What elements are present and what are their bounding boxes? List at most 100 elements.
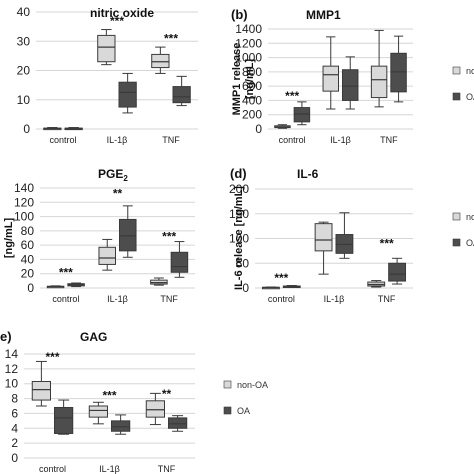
legend-swatch-non-oa [452,66,461,75]
y-tick-label: 12 [5,362,19,376]
significance-stars: *** [59,265,73,279]
y-tick-label: 140 [14,181,34,195]
legend-swatch-non-oa [223,380,232,389]
y-tick-label: 60 [21,238,35,252]
box-oa [118,81,137,108]
y-tick-label: 0 [27,281,34,295]
significance-stars: *** [102,389,116,403]
y-axis-title-line: [ng/mL] [3,218,15,259]
chart-title-text: PGE [98,167,123,181]
significance-stars: *** [164,31,178,45]
y-tick-label: 1200 [235,36,262,50]
y-tick-label: 10 [5,377,19,391]
panel-label: (b) [231,7,248,22]
x-tick-label: TNF [158,464,176,474]
legend-swatch-oa [452,92,461,101]
chart-title-text: IL-6 [297,167,319,181]
x-tick-label: control [49,135,76,145]
legend-label-non-oa: non-OA [466,66,474,76]
x-tick-label: IL-1β [107,135,128,145]
chart-title-text: GAG [80,330,107,344]
legend-swatch-non-oa [452,212,461,221]
chart-title-text: nitric oxide [90,6,154,20]
x-tick-label: TNF [162,135,180,145]
box-non-oa [145,400,165,418]
chart-title: GAG [80,330,107,344]
y-tick-label: 400 [242,93,262,107]
y-tick-label: 1400 [235,22,262,36]
y-tick-label: 200 [229,182,249,196]
y-tick-label: 0 [255,122,262,136]
significance-stars: *** [110,14,124,28]
x-tick-label: control [279,135,306,145]
x-tick-label: IL-1β [330,135,351,145]
y-axis-title: [ng/mL] [3,218,15,259]
y-tick-label: 100 [14,210,34,224]
y-axis-title-line: IL-6 release [ng/mL] [233,186,245,290]
y-tick-label: 2 [11,436,18,450]
box-oa [111,420,131,432]
legend-swatch-oa [452,238,461,247]
significance-stars: *** [380,236,394,250]
chart-title: nitric oxide [90,6,154,20]
chart-title: PGE2 [98,167,128,183]
box-non-oa [314,223,333,252]
y-tick-label: 8 [11,392,18,406]
y-tick-label: 200 [242,108,262,122]
y-axis-title-line: MMP1 release [231,43,243,116]
box-oa [388,262,407,282]
box-oa [119,218,137,252]
legend-label-oa: OA [466,238,474,248]
x-tick-label: TNF [160,294,178,304]
y-tick-label: 14 [5,347,19,361]
y-tick-label: 30 [17,34,31,48]
y-axis-title: MMP1 release[ng/mL] [231,43,256,116]
chart-title-subscript: 2 [123,174,128,183]
y-tick-label: 80 [21,224,35,238]
box-oa [54,406,74,434]
x-tick-label: control [52,294,79,304]
y-tick-label: 0 [242,281,249,295]
y-tick-label: 10 [17,93,31,107]
box-oa [342,69,359,101]
box-non-oa [88,405,109,418]
y-axis-title-line: [ng/mL] [244,59,256,100]
significance-stars: *** [162,230,176,244]
box-non-oa [151,53,170,69]
y-tick-label: 40 [21,252,35,266]
significance-stars: *** [285,89,299,103]
y-tick-label: 4 [11,421,18,435]
x-tick-label: control [39,464,66,474]
y-tick-label: 1000 [235,51,262,65]
box-non-oa [370,65,388,99]
x-tick-label: TNF [378,294,396,304]
legend-swatch-oa [223,406,232,415]
y-tick-label: 50 [236,256,250,270]
significance-stars: *** [45,350,59,364]
box-oa [172,86,191,104]
box-non-oa [97,34,116,63]
x-tick-label: TNF [380,135,398,145]
y-tick-label: 20 [17,64,31,78]
y-tick-label: 20 [21,267,35,281]
legend-label-non-oa: non-OA [237,380,268,390]
box-oa [168,417,188,429]
legend-label-non-oa: non-OA [466,212,474,222]
y-tick-label: 600 [242,79,262,93]
box-non-oa [98,246,116,265]
box-oa [390,52,407,93]
significance-stars: *** [274,271,288,285]
panel-label: e) [0,329,12,344]
chart-title: IL-6 [297,167,319,181]
y-tick-label: 150 [229,207,249,221]
x-tick-label: control [268,294,295,304]
x-tick-label: IL-1β [324,294,345,304]
chart-title-text: MMP1 [306,8,341,22]
panel-label: (d) [230,166,247,181]
box-non-oa [322,65,339,92]
x-tick-label: IL-1β [99,464,120,474]
legend-label-oa: OA [466,92,474,102]
box-oa [293,107,311,123]
x-tick-label: IL-1β [107,294,128,304]
